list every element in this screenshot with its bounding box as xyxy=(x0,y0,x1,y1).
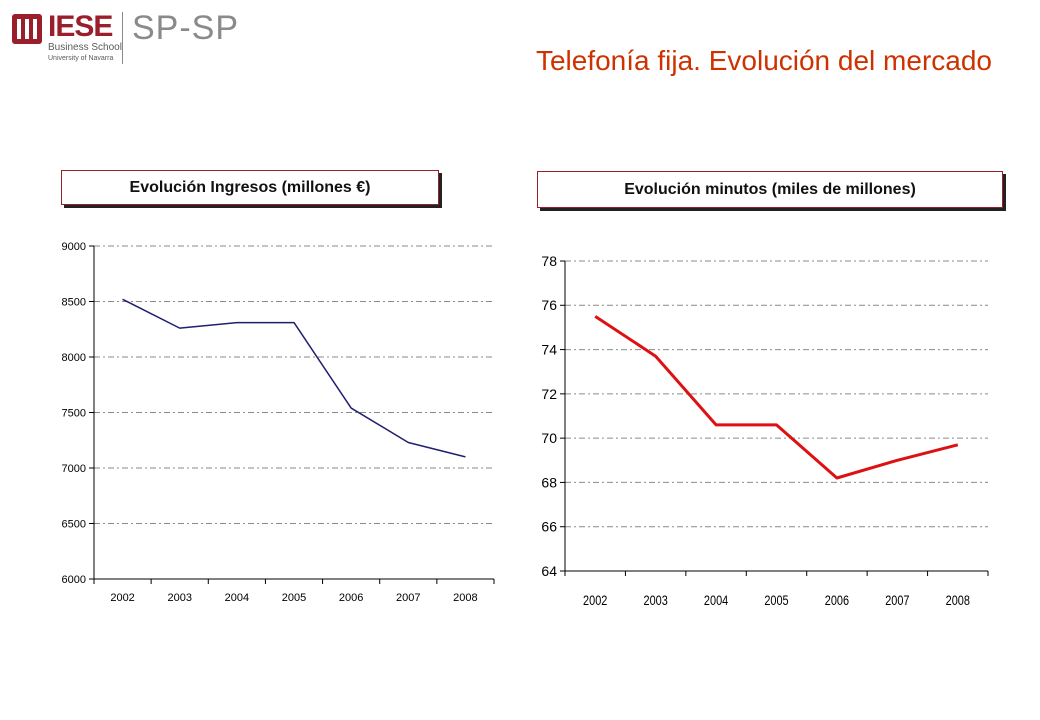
chart2-title: Evolución minutos (miles de millones) xyxy=(624,181,916,198)
chart2-y-tick-label: 64 xyxy=(541,563,557,579)
logo-business-school: Business School xyxy=(48,42,122,53)
chart2-y-tick-label: 74 xyxy=(541,341,557,357)
chart1-title: Evolución Ingresos (millones €) xyxy=(129,179,371,196)
iese-shield-icon xyxy=(12,14,42,44)
chart1-x-tick-label: 2007 xyxy=(396,592,420,604)
chart1-x-tick-label: 2008 xyxy=(453,592,477,604)
chart1-x-tick-label: 2006 xyxy=(339,592,363,604)
iese-logo: IESE Business School University of Navar… xyxy=(10,8,250,68)
chart1-y-tick-label: 9000 xyxy=(62,241,86,253)
chart2-x-tick-label: 2008 xyxy=(946,593,970,609)
chart2-x-tick-label: 2004 xyxy=(704,593,728,609)
chart2-y-tick-label: 76 xyxy=(541,297,557,313)
logo-program: SP-SP xyxy=(132,9,240,47)
logo-university: University of Navarra xyxy=(48,55,114,62)
chart1-y-tick-label: 8500 xyxy=(62,296,86,308)
chart2-x-tick-label: 2003 xyxy=(643,593,667,609)
chart1-x-tick-label: 2003 xyxy=(167,592,191,604)
chart2-x-tick-label: 2007 xyxy=(885,593,909,609)
chart2-y-tick-label: 66 xyxy=(541,519,557,535)
logo-iese-text: IESE xyxy=(48,10,113,43)
chart-ingresos: 6000 6500 7000 7500 8000 8500 9000 2002 2003 2004… xyxy=(62,241,495,604)
chart1-x-tick-label: 2004 xyxy=(225,592,249,604)
chart1-x-tick-label: 2005 xyxy=(282,592,306,604)
chart2-y-tick-label: 78 xyxy=(541,253,557,269)
chart1-y-tick-label: 8000 xyxy=(62,352,86,364)
chart1-y-tick-label: 7000 xyxy=(62,463,86,475)
logo-separator xyxy=(122,12,123,64)
chart2-x-tick-label: 2006 xyxy=(825,593,849,609)
chart1-title-box: Evolución Ingresos (millones €) xyxy=(61,170,439,205)
chart2-y-tick-label: 70 xyxy=(541,430,557,446)
chart1-y-tick-label: 7500 xyxy=(62,407,86,419)
chart2-series-line xyxy=(594,315,959,480)
chart1-x-tick-label: 2002 xyxy=(110,592,134,604)
chart2-title-box: Evolución minutos (miles de millones) xyxy=(537,171,1003,208)
chart2-x-tick-label: 2002 xyxy=(583,593,607,609)
page-title: Telefonía fija. Evolución del mercado xyxy=(535,45,992,76)
chart1-y-tick-label: 6000 xyxy=(62,574,86,586)
chart2-y-tick-label: 68 xyxy=(541,474,557,490)
chart2-x-tick-label: 2005 xyxy=(764,593,788,609)
chart1-y-tick-label: 6500 xyxy=(62,518,86,530)
chart2-y-tick-label: 72 xyxy=(541,386,557,402)
